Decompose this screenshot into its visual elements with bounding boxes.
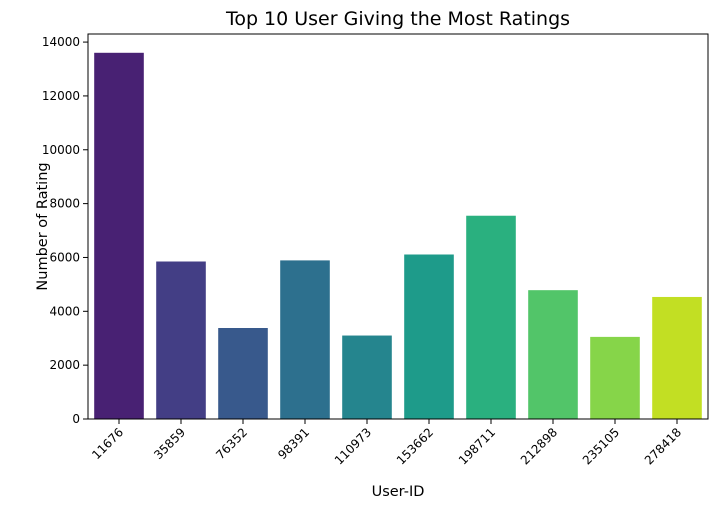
x-tick-label: 278418 — [642, 425, 684, 467]
plot-frame — [87, 33, 709, 420]
bar-110973 — [342, 335, 392, 419]
x-axis: 11676 35859 76352 98391 110973 153662 198711 21… — [89, 419, 684, 468]
x-tick-label: 76352 — [213, 425, 250, 462]
bar-35859 — [156, 261, 206, 419]
y-tick-label: 8000 — [49, 197, 80, 211]
x-tick-label: 11676 — [89, 425, 126, 462]
bar-153662 — [404, 254, 454, 419]
y-tick-label: 6000 — [49, 250, 80, 264]
y-tick-label: 10000 — [42, 143, 80, 157]
bar-212898 — [528, 290, 578, 419]
bar-235105 — [590, 336, 640, 419]
x-tick-label: 235105 — [580, 425, 622, 467]
bar-11676 — [94, 52, 144, 420]
y-tick-label: 14000 — [42, 35, 80, 49]
x-tick-label: 98391 — [275, 425, 312, 462]
chart-title: Top 10 User Giving the Most Ratings — [225, 8, 570, 30]
bar-198711 — [466, 215, 516, 419]
bar-278418 — [652, 296, 702, 419]
x-tick-label: 198711 — [456, 425, 498, 467]
x-axis-title: User-ID — [372, 484, 425, 500]
x-tick-label: 110973 — [332, 425, 374, 467]
x-tick-label: 35859 — [151, 425, 188, 462]
bar-98391 — [280, 260, 330, 419]
y-axis: 0 2000 4000 6000 8000 10000 12000 14000 — [42, 35, 88, 426]
y-tick-label: 2000 — [49, 358, 80, 372]
bar-76352 — [218, 328, 268, 419]
y-tick-label: 12000 — [42, 89, 80, 103]
y-tick-label: 0 — [72, 412, 80, 426]
x-tick-label: 212898 — [518, 425, 560, 467]
y-tick-label: 4000 — [49, 304, 80, 318]
bars — [94, 52, 702, 420]
y-axis-title: Number of Rating — [35, 162, 51, 290]
x-tick-label: 153662 — [394, 425, 436, 467]
